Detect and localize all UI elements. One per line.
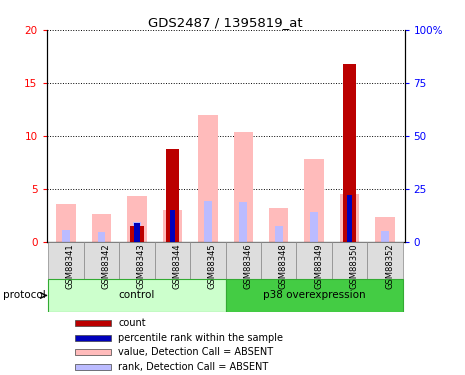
- Bar: [347, 195, 352, 242]
- Bar: [233, 132, 253, 242]
- Text: protocol: protocol: [3, 291, 46, 300]
- Bar: [310, 212, 318, 242]
- Text: rank, Detection Call = ABSENT: rank, Detection Call = ABSENT: [118, 362, 268, 372]
- Bar: [75, 335, 111, 340]
- Bar: [340, 194, 359, 242]
- Bar: [367, 242, 403, 279]
- Text: GSM88344: GSM88344: [173, 243, 181, 289]
- Bar: [343, 64, 356, 242]
- Bar: [166, 148, 179, 242]
- Text: GSM88352: GSM88352: [385, 243, 394, 289]
- Title: GDS2487 / 1395819_at: GDS2487 / 1395819_at: [148, 16, 303, 29]
- Bar: [62, 230, 70, 242]
- Bar: [226, 279, 403, 312]
- Bar: [269, 208, 288, 242]
- Bar: [204, 201, 212, 242]
- Bar: [375, 217, 395, 242]
- Bar: [133, 222, 141, 242]
- Text: control: control: [119, 291, 155, 300]
- Bar: [48, 279, 226, 312]
- Bar: [261, 242, 296, 279]
- Bar: [163, 210, 182, 242]
- Bar: [275, 226, 283, 242]
- Bar: [127, 196, 146, 242]
- Text: GSM88348: GSM88348: [279, 243, 288, 289]
- Text: count: count: [118, 318, 146, 328]
- Text: GSM88343: GSM88343: [137, 243, 146, 289]
- Bar: [296, 242, 332, 279]
- Bar: [239, 202, 247, 242]
- Text: GSM88350: GSM88350: [350, 243, 359, 289]
- Text: GSM88349: GSM88349: [314, 243, 323, 289]
- Bar: [332, 242, 367, 279]
- Text: GSM88341: GSM88341: [66, 243, 75, 289]
- Bar: [130, 226, 144, 242]
- Bar: [226, 242, 261, 279]
- Bar: [98, 232, 106, 242]
- Bar: [56, 204, 76, 242]
- Text: GSM88346: GSM88346: [243, 243, 252, 289]
- Bar: [198, 115, 218, 242]
- Bar: [75, 350, 111, 355]
- Text: GSM88342: GSM88342: [101, 243, 111, 289]
- Text: p38 overexpression: p38 overexpression: [263, 291, 365, 300]
- Bar: [134, 223, 140, 242]
- Bar: [170, 210, 175, 242]
- Text: percentile rank within the sample: percentile rank within the sample: [118, 333, 283, 343]
- Bar: [381, 231, 389, 242]
- Bar: [48, 242, 84, 279]
- Bar: [92, 214, 111, 242]
- Bar: [119, 242, 155, 279]
- Bar: [155, 242, 190, 279]
- Bar: [84, 242, 119, 279]
- Bar: [75, 320, 111, 326]
- Bar: [190, 242, 226, 279]
- Bar: [75, 364, 111, 370]
- Text: GSM88345: GSM88345: [208, 243, 217, 289]
- Text: value, Detection Call = ABSENT: value, Detection Call = ABSENT: [118, 347, 273, 357]
- Bar: [305, 159, 324, 242]
